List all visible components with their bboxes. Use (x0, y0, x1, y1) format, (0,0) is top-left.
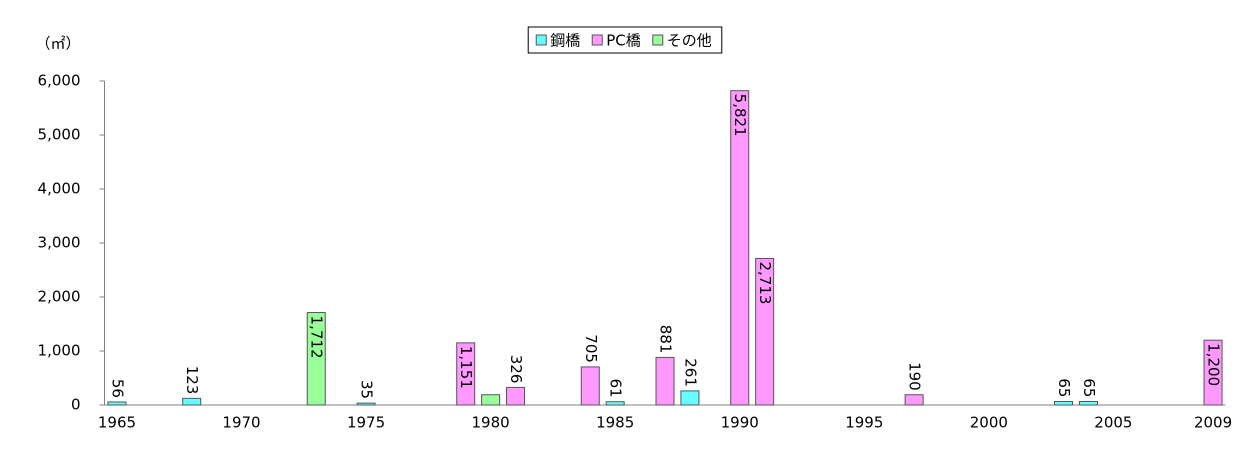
x-tick-label: 2009 (1194, 414, 1232, 432)
data-label: 123 (183, 366, 201, 395)
data-label: 881 (657, 325, 675, 354)
data-label: 56 (108, 379, 126, 398)
x-tick-label: 1965 (98, 414, 136, 432)
x-tick-label: 1985 (596, 414, 634, 432)
legend-swatch (535, 34, 547, 46)
data-label: 261 (681, 358, 699, 387)
x-tick-label: 1980 (472, 414, 510, 432)
bar (356, 402, 376, 406)
x-tick-label: 1995 (845, 414, 883, 432)
bar (481, 394, 501, 406)
data-label: 190 (906, 362, 924, 391)
bar (506, 386, 526, 406)
legend-label: 鋼橋 (550, 32, 580, 50)
y-axis-unit: （㎡） (35, 35, 80, 53)
legend-swatch (652, 34, 664, 46)
bar (580, 366, 600, 406)
bar (182, 397, 202, 406)
bar (730, 90, 750, 406)
data-label: 326 (507, 355, 525, 384)
x-tick-label: 1990 (721, 414, 759, 432)
legend: 鋼橋 PC橋 その他 (527, 26, 723, 54)
data-label: 2,713 (756, 261, 774, 304)
x-tick-label: 2005 (1094, 414, 1132, 432)
data-label: 35 (358, 380, 376, 399)
x-tick-label: 1975 (347, 414, 385, 432)
data-label: 705 (582, 334, 600, 363)
y-tick-label: 5,000 (38, 126, 81, 144)
bar (456, 342, 476, 406)
bar (1054, 400, 1074, 406)
y-tick-label: 4,000 (38, 180, 81, 198)
bar (904, 394, 924, 406)
data-label: 1,712 (308, 316, 326, 359)
data-label: 65 (1080, 378, 1098, 397)
y-tick-label: 1,000 (38, 342, 81, 360)
legend-swatch (591, 34, 603, 46)
bar (605, 401, 625, 406)
bar (655, 356, 675, 406)
y-tick-label: 6,000 (38, 72, 81, 90)
bar (306, 312, 326, 406)
legend-label: PC橋 (606, 32, 641, 50)
bar (107, 401, 127, 406)
data-label: 65 (1055, 378, 1073, 397)
y-tick-label: 3,000 (38, 234, 81, 252)
bar (755, 257, 775, 406)
bar (1203, 339, 1223, 406)
x-tick-label: 1970 (222, 414, 260, 432)
legend-frame (527, 26, 723, 54)
y-tick-label: 0 (71, 396, 81, 414)
legend-label: その他 (667, 32, 712, 50)
data-label: 5,821 (731, 94, 749, 137)
bar (1078, 400, 1098, 406)
data-label: 1,151 (457, 346, 475, 389)
data-label: 61 (607, 379, 625, 398)
bar (680, 390, 700, 406)
y-tick-label: 2,000 (38, 288, 81, 306)
x-tick-label: 2000 (970, 414, 1008, 432)
data-label: 1,200 (1205, 343, 1223, 386)
